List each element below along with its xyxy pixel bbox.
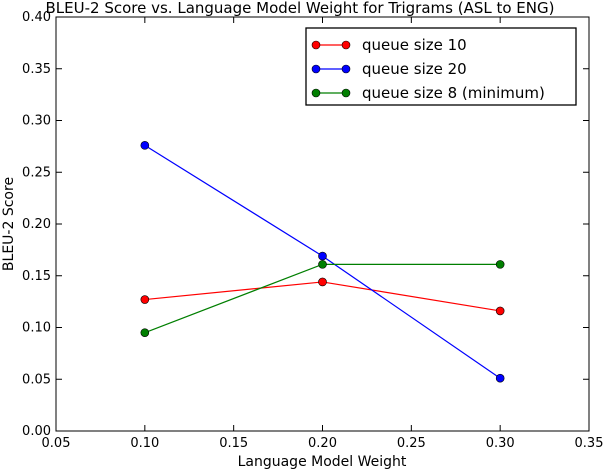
series-line [144,263,501,334]
y-tick-label: 0.30 [22,114,51,129]
x-tick-label: 0.10 [130,436,159,451]
chart-title: BLEU-2 Score vs. Language Model Weight f… [46,0,555,17]
legend-marker [341,40,351,50]
y-axis-title: BLEU-2 Score [1,177,17,271]
legend-label: queue size 8 (minimum) [362,84,545,102]
data-point [495,373,505,383]
legend-marker [341,88,351,98]
y-tick-label: 0.05 [22,372,51,387]
legend-marker [341,64,351,74]
data-point [318,260,327,269]
data-point [318,277,327,287]
legend-marker [311,88,321,98]
y-tick-label: 0.10 [22,321,51,336]
data-point [140,328,150,337]
legend-label: queue size 10 [362,36,467,54]
y-tick-label: 0.15 [22,269,51,284]
x-tick-label: 0.35 [575,436,604,451]
legend-box [305,27,577,106]
x-axis-title: Language Model Weight [238,454,407,470]
y-tick-label: 0.00 [22,424,51,439]
series-line [144,281,501,312]
y-tick-label: 0.40 [22,10,51,25]
y-tick-label: 0.35 [22,62,51,77]
data-point [495,306,505,316]
legend-marker [311,64,321,74]
x-tick-label: 0.30 [486,436,515,451]
data-point [495,260,505,269]
data-point [140,295,150,304]
y-tick-label: 0.25 [22,165,51,180]
legend-label: queue size 20 [362,60,467,78]
x-tick-label: 0.05 [42,436,71,451]
data-point [318,251,327,261]
y-tick-label: 0.20 [22,217,51,232]
legend-marker [311,40,321,50]
x-tick-label: 0.20 [308,436,337,451]
data-point [140,141,150,150]
x-tick-label: 0.25 [397,436,426,451]
x-tick-label: 0.15 [219,436,248,451]
legend: queue size 10 queue size 20 queue size 8 (… [305,27,577,106]
